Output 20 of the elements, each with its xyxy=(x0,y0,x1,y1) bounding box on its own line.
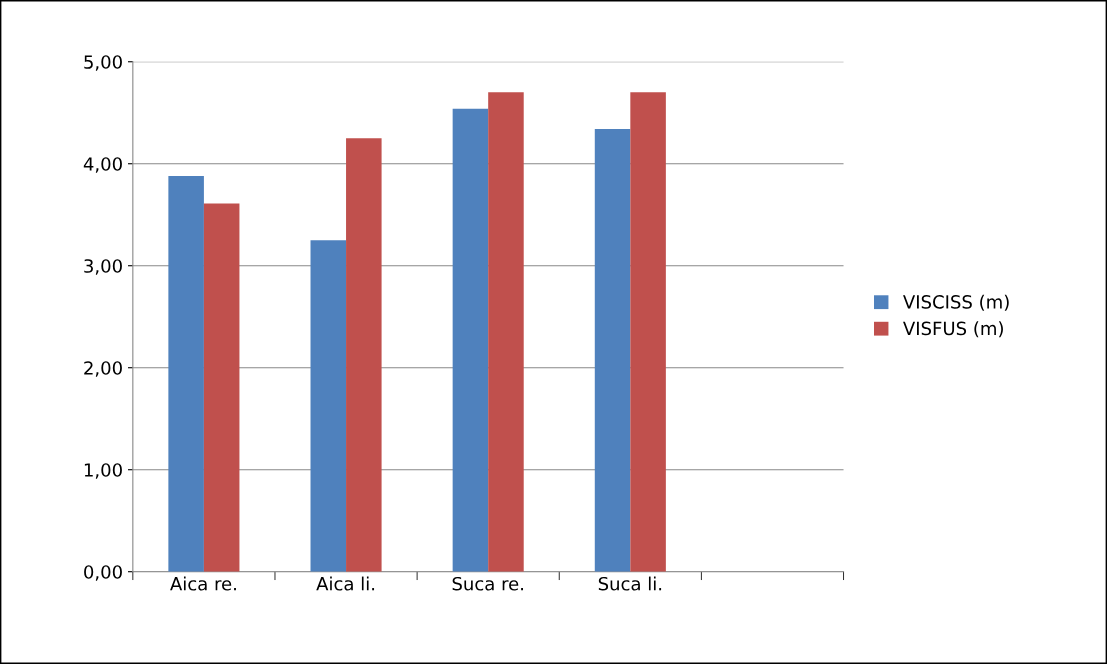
bar xyxy=(346,138,382,572)
bar xyxy=(168,175,204,572)
legend-label: VISCISS (m) xyxy=(903,294,1009,311)
bar xyxy=(310,240,347,572)
legend-label: VISFUS (m) xyxy=(903,321,1003,338)
bar xyxy=(203,203,240,572)
y-tick-label: 2,00 xyxy=(84,361,122,377)
y-tick-label: 4,00 xyxy=(83,157,122,173)
x-tick-label: Aica li. xyxy=(316,576,375,591)
y-tick-label: 3,00 xyxy=(84,259,122,275)
y-tick-label: 0,00 xyxy=(84,565,122,581)
bar xyxy=(630,92,666,572)
y-tick-label: 1,00 xyxy=(84,463,122,479)
x-tick-label: Suca li. xyxy=(598,576,662,591)
y-tick-label: 5,00 xyxy=(84,55,122,71)
x-tick-label: Suca re. xyxy=(452,576,523,591)
x-tick-label: Aica re. xyxy=(170,576,236,591)
bar xyxy=(452,108,489,572)
bar xyxy=(594,129,631,572)
bar xyxy=(488,92,524,572)
